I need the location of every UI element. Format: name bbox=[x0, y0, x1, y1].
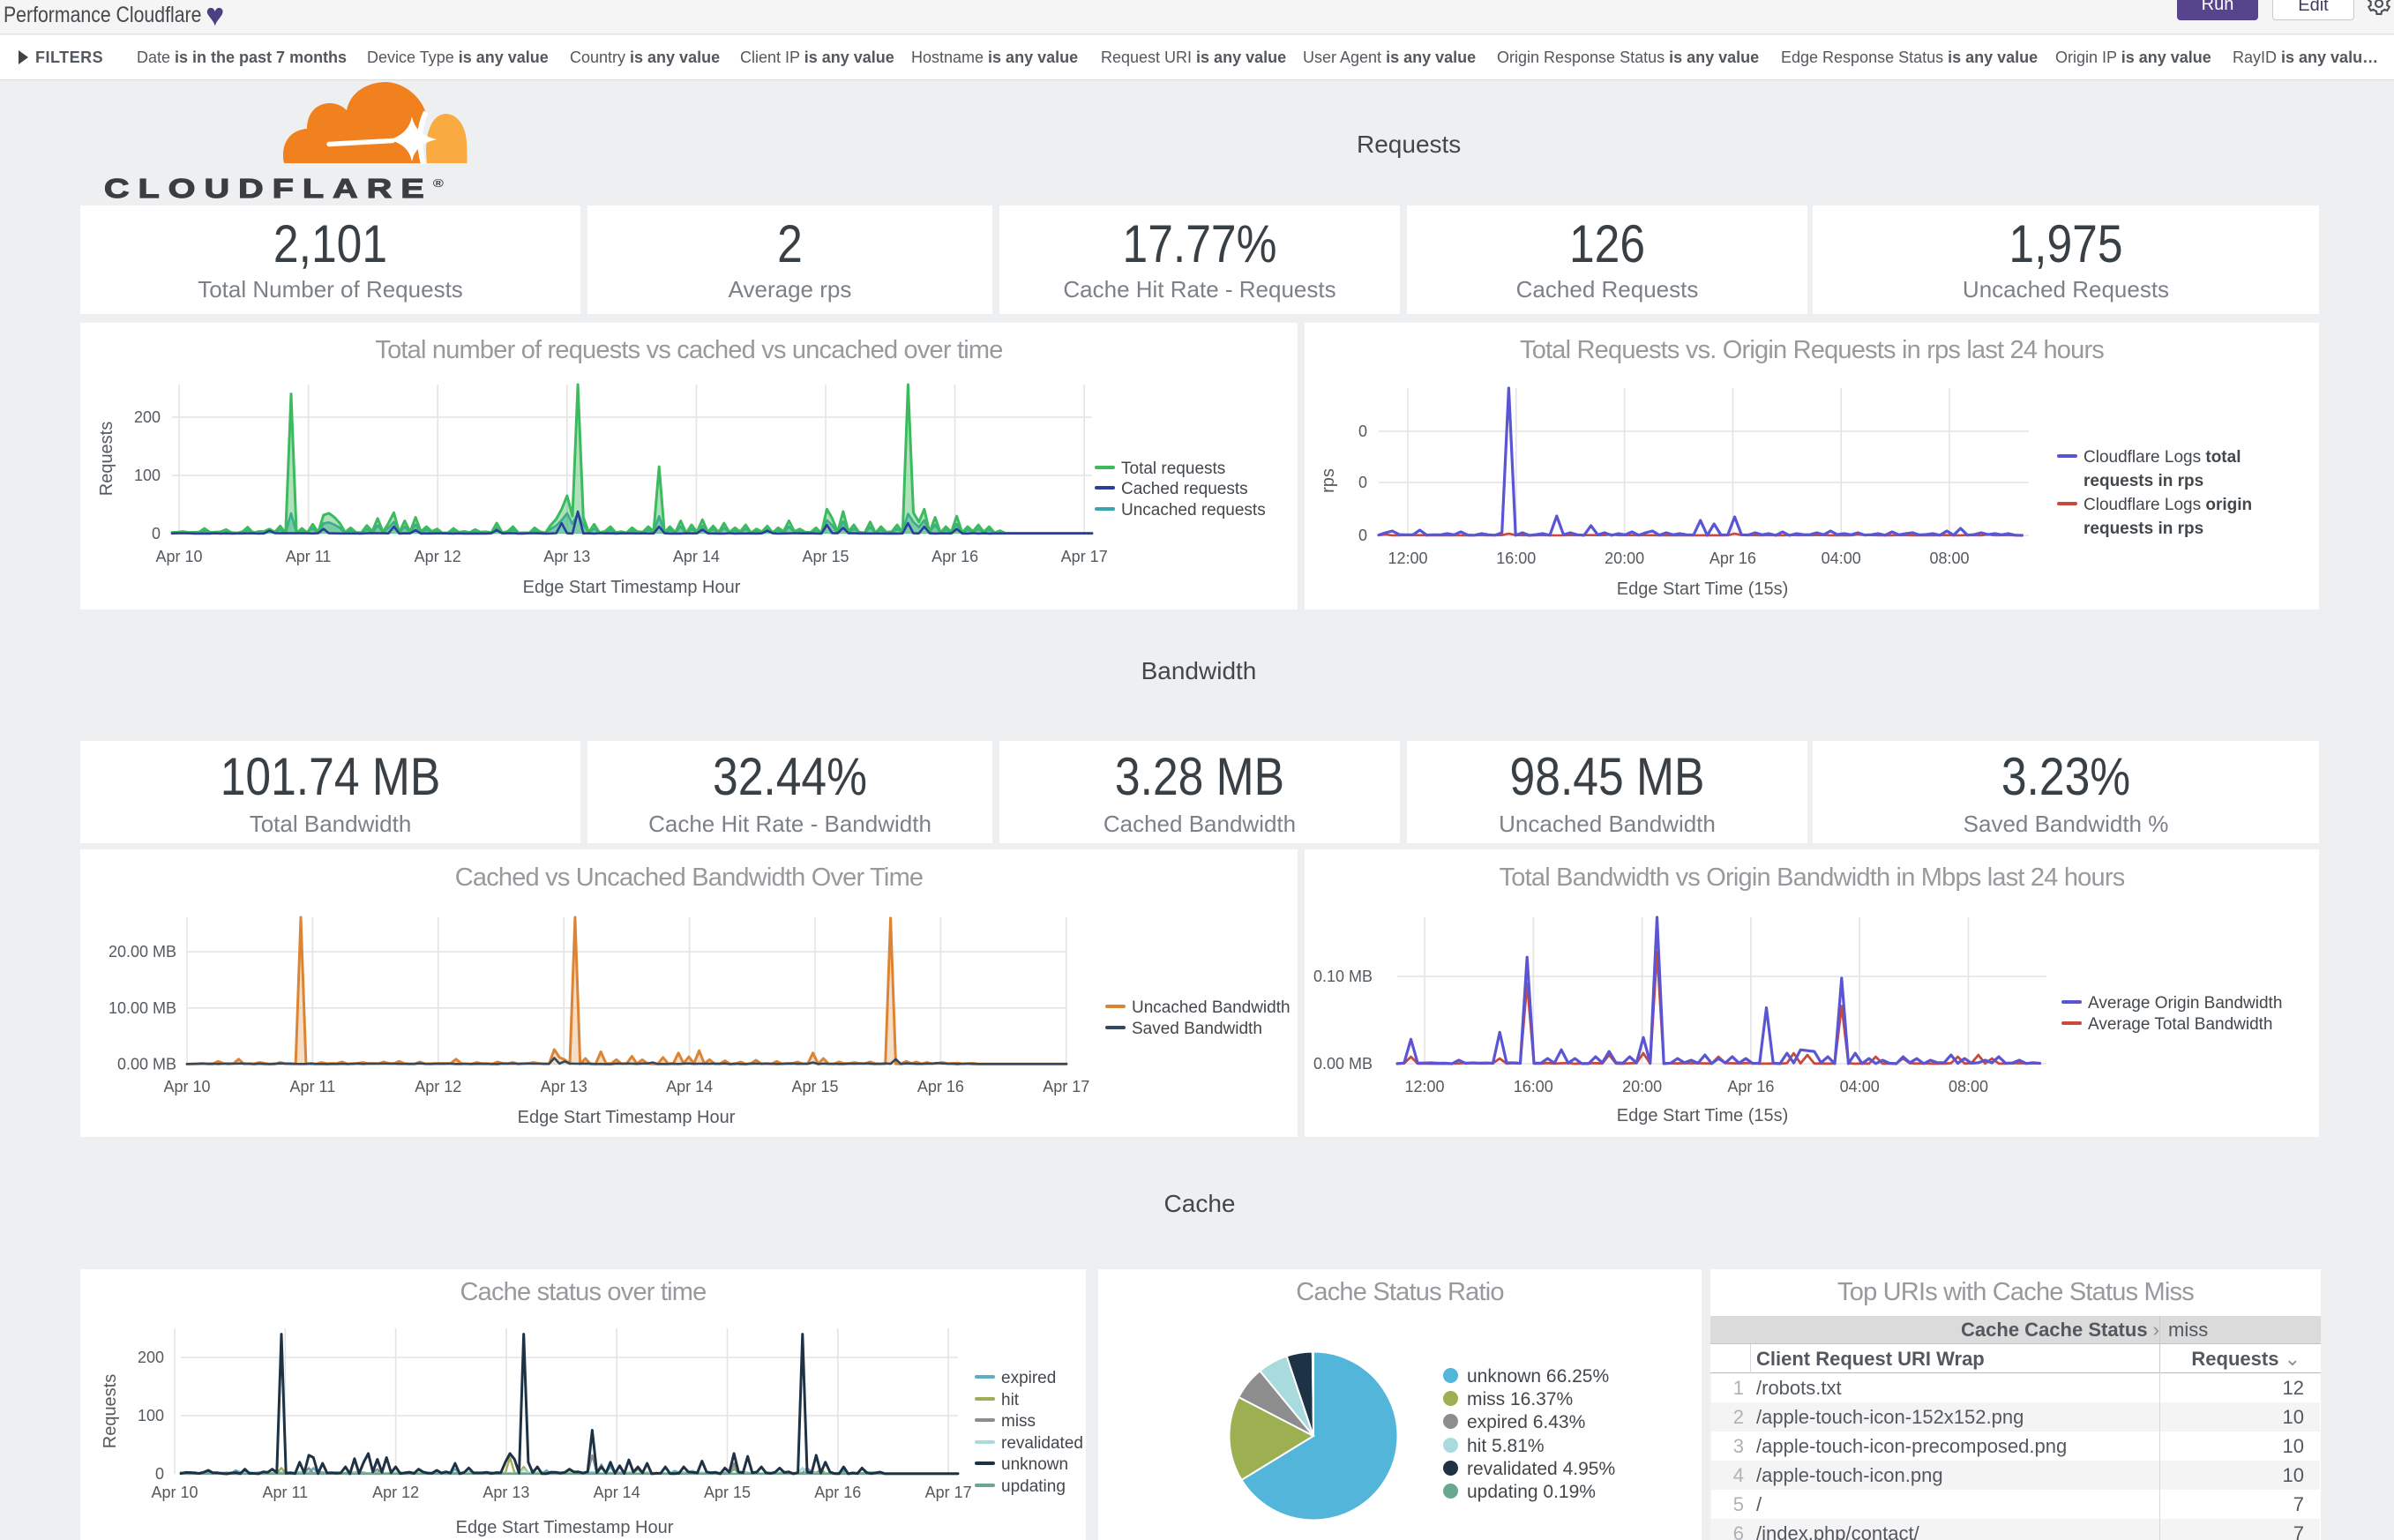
svg-text:100: 100 bbox=[138, 1407, 164, 1424]
svg-text:rps: rps bbox=[1319, 468, 1338, 493]
svg-text:Apr 13: Apr 13 bbox=[543, 548, 590, 565]
svg-text:12:00: 12:00 bbox=[1388, 549, 1427, 567]
svg-text:0.00 MB: 0.00 MB bbox=[117, 1056, 176, 1073]
svg-text:Apr 17: Apr 17 bbox=[1061, 548, 1108, 565]
svg-text:200: 200 bbox=[138, 1349, 164, 1366]
svg-text:Apr 14: Apr 14 bbox=[673, 548, 720, 565]
svg-text:Apr 13: Apr 13 bbox=[541, 1078, 587, 1095]
svg-text:Edge Start Timestamp Hour: Edge Start Timestamp Hour bbox=[456, 1518, 674, 1537]
svg-text:12:00: 12:00 bbox=[1404, 1078, 1444, 1095]
svg-text:Requests: Requests bbox=[97, 422, 116, 497]
svg-text:200: 200 bbox=[134, 408, 161, 426]
svg-text:20:00: 20:00 bbox=[1622, 1078, 1662, 1095]
svg-text:Edge Start Timestamp Hour: Edge Start Timestamp Hour bbox=[518, 1108, 736, 1127]
svg-text:16:00: 16:00 bbox=[1496, 549, 1536, 567]
svg-text:Apr 10: Apr 10 bbox=[163, 1078, 210, 1095]
svg-text:0: 0 bbox=[152, 525, 161, 542]
svg-text:0: 0 bbox=[1358, 422, 1367, 440]
svg-text:16:00: 16:00 bbox=[1514, 1078, 1553, 1095]
svg-text:Apr 15: Apr 15 bbox=[704, 1484, 751, 1501]
svg-text:Apr 14: Apr 14 bbox=[594, 1484, 640, 1501]
svg-text:100: 100 bbox=[134, 467, 161, 484]
svg-text:Apr 16: Apr 16 bbox=[1727, 1078, 1774, 1095]
svg-text:Apr 16: Apr 16 bbox=[931, 548, 978, 565]
svg-text:Apr 15: Apr 15 bbox=[791, 1078, 838, 1095]
svg-text:Apr 15: Apr 15 bbox=[802, 548, 849, 565]
svg-text:Apr 12: Apr 12 bbox=[415, 548, 461, 565]
svg-text:Apr 12: Apr 12 bbox=[415, 1078, 461, 1095]
svg-text:08:00: 08:00 bbox=[1929, 549, 1969, 567]
svg-text:20:00: 20:00 bbox=[1605, 549, 1644, 567]
svg-text:0: 0 bbox=[1358, 527, 1367, 544]
svg-text:08:00: 08:00 bbox=[1949, 1078, 1988, 1095]
svg-text:Apr 10: Apr 10 bbox=[151, 1484, 198, 1501]
svg-text:Apr 11: Apr 11 bbox=[290, 1078, 336, 1095]
svg-text:04:00: 04:00 bbox=[1822, 549, 1861, 567]
svg-text:0: 0 bbox=[155, 1465, 164, 1483]
svg-text:Apr 16: Apr 16 bbox=[1709, 549, 1756, 567]
svg-text:Apr 11: Apr 11 bbox=[286, 548, 332, 565]
svg-text:Apr 17: Apr 17 bbox=[925, 1484, 972, 1501]
svg-text:04:00: 04:00 bbox=[1840, 1078, 1880, 1095]
svg-text:20.00 MB: 20.00 MB bbox=[108, 943, 176, 961]
svg-text:Apr 17: Apr 17 bbox=[1043, 1078, 1089, 1095]
svg-text:Apr 10: Apr 10 bbox=[155, 548, 202, 565]
svg-text:Requests: Requests bbox=[101, 1374, 120, 1449]
svg-text:Apr 11: Apr 11 bbox=[262, 1484, 308, 1501]
svg-text:10.00 MB: 10.00 MB bbox=[108, 999, 176, 1017]
svg-text:Apr 12: Apr 12 bbox=[372, 1484, 419, 1501]
svg-text:0.10 MB: 0.10 MB bbox=[1313, 968, 1373, 985]
svg-text:Apr 13: Apr 13 bbox=[483, 1484, 529, 1501]
svg-text:Apr 16: Apr 16 bbox=[814, 1484, 861, 1501]
svg-text:0.00 MB: 0.00 MB bbox=[1313, 1055, 1373, 1073]
svg-text:Edge Start Time (15s): Edge Start Time (15s) bbox=[1617, 579, 1789, 599]
svg-text:Edge Start Time (15s): Edge Start Time (15s) bbox=[1617, 1106, 1789, 1125]
svg-text:Apr 16: Apr 16 bbox=[917, 1078, 964, 1095]
svg-text:Edge Start Timestamp Hour: Edge Start Timestamp Hour bbox=[523, 578, 741, 597]
svg-text:0: 0 bbox=[1358, 474, 1367, 491]
svg-text:Apr 14: Apr 14 bbox=[666, 1078, 713, 1095]
